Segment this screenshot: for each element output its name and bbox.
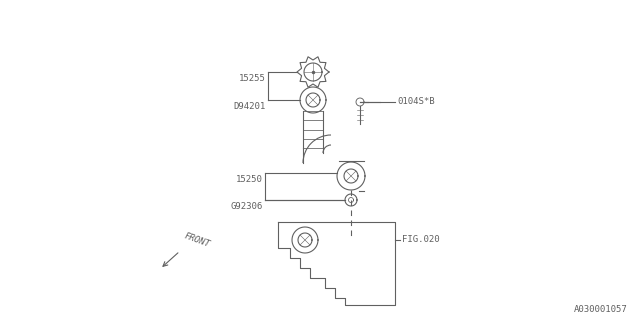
Text: 15250: 15250: [236, 175, 263, 184]
Text: D94201: D94201: [234, 102, 266, 111]
Text: G92306: G92306: [231, 202, 263, 211]
Text: 15255: 15255: [239, 74, 266, 83]
Text: A030001057: A030001057: [574, 305, 628, 314]
Text: 0104S*B: 0104S*B: [397, 98, 435, 107]
Text: FRONT: FRONT: [183, 231, 211, 249]
Text: FIG.020: FIG.020: [402, 236, 440, 244]
